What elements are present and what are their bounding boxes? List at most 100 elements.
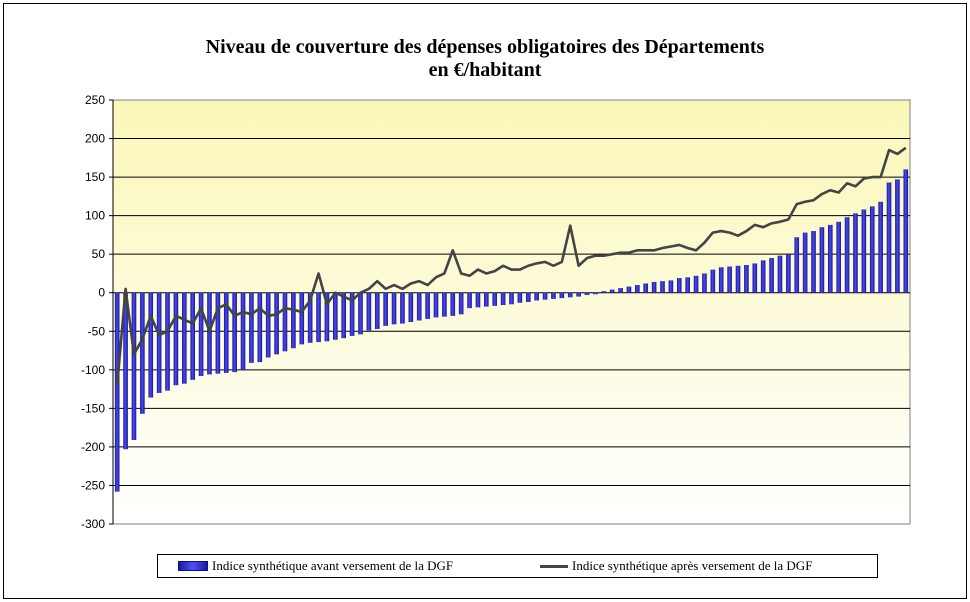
bar bbox=[777, 255, 783, 293]
bar bbox=[257, 292, 263, 363]
legend-label-bars: Indice synthétique avant versement de la… bbox=[212, 558, 454, 573]
bar bbox=[811, 231, 816, 293]
bar bbox=[593, 292, 598, 295]
series-line bbox=[115, 146, 907, 386]
legend: Indice synthétique avant versement de la… bbox=[157, 554, 878, 578]
bar bbox=[442, 292, 447, 317]
bar bbox=[827, 224, 833, 293]
bar bbox=[819, 227, 825, 293]
bar bbox=[676, 278, 682, 293]
y-tick-label: -50 bbox=[88, 324, 106, 338]
bar bbox=[500, 292, 506, 306]
bar bbox=[291, 292, 296, 349]
bar bbox=[727, 266, 732, 293]
bar bbox=[475, 292, 481, 308]
bar bbox=[702, 273, 707, 293]
bar bbox=[509, 292, 514, 305]
bar bbox=[618, 288, 623, 293]
bar bbox=[895, 179, 900, 293]
legend-swatch-bar bbox=[178, 561, 208, 571]
bar bbox=[735, 265, 741, 293]
bar bbox=[693, 275, 699, 293]
y-tick-label: 200 bbox=[85, 132, 105, 146]
bar bbox=[551, 292, 556, 299]
bar bbox=[391, 292, 397, 325]
bar bbox=[173, 292, 179, 386]
bar bbox=[123, 292, 128, 450]
y-tick-label: 0 bbox=[98, 286, 105, 300]
bar bbox=[198, 292, 204, 376]
legend-label-line: Indice synthétique après versement de la… bbox=[572, 558, 813, 573]
bar bbox=[467, 292, 472, 309]
bar bbox=[760, 260, 766, 293]
bar bbox=[316, 292, 321, 343]
bar bbox=[307, 292, 313, 343]
line-series bbox=[115, 146, 907, 386]
bar bbox=[584, 292, 590, 296]
bar bbox=[643, 283, 649, 293]
bar bbox=[609, 289, 615, 293]
bar bbox=[148, 292, 154, 398]
bar bbox=[450, 292, 456, 316]
legend-swatch-line bbox=[540, 564, 568, 568]
bar bbox=[131, 292, 137, 440]
bar bbox=[836, 221, 841, 293]
bar bbox=[559, 292, 565, 299]
bar bbox=[853, 213, 858, 293]
y-axis-ticks: 250 200 150 100 50 0 -50 -100 -150 -200 -250 -300 bbox=[81, 93, 114, 531]
bar bbox=[861, 209, 867, 293]
bar bbox=[374, 292, 380, 329]
bar bbox=[525, 292, 531, 302]
bar bbox=[844, 217, 850, 293]
bar bbox=[567, 292, 573, 298]
bar bbox=[408, 292, 414, 323]
bar bbox=[542, 292, 548, 300]
bar bbox=[433, 292, 439, 318]
y-tick-label: 250 bbox=[85, 93, 105, 107]
y-tick-label: 150 bbox=[85, 170, 105, 184]
bar bbox=[744, 264, 749, 293]
bar bbox=[576, 292, 581, 297]
bar bbox=[358, 292, 363, 335]
y-tick-label: 100 bbox=[85, 209, 105, 223]
bar bbox=[769, 258, 774, 293]
y-tick-label: -300 bbox=[81, 517, 105, 531]
y-tick-label: -250 bbox=[81, 478, 105, 492]
bar bbox=[240, 292, 246, 370]
bar bbox=[458, 292, 464, 315]
bar bbox=[903, 169, 909, 293]
bar bbox=[425, 292, 430, 319]
bar bbox=[635, 285, 640, 293]
gridlines bbox=[113, 138, 910, 486]
bar bbox=[349, 292, 355, 336]
bar bbox=[215, 292, 221, 374]
bar bbox=[718, 267, 724, 293]
bar bbox=[752, 263, 758, 293]
bar bbox=[786, 254, 791, 293]
bar bbox=[886, 182, 892, 293]
bar bbox=[249, 292, 254, 363]
bar bbox=[794, 237, 800, 293]
bar bbox=[534, 292, 539, 301]
bar bbox=[878, 201, 883, 293]
bar bbox=[190, 292, 195, 380]
bar bbox=[165, 292, 170, 391]
bar bbox=[626, 286, 632, 293]
bar bbox=[416, 292, 422, 321]
bar bbox=[156, 292, 162, 393]
bar-series bbox=[114, 169, 909, 492]
y-tick-label: -200 bbox=[81, 440, 105, 454]
legend-item-bars: Indice synthétique avant versement de la… bbox=[178, 558, 453, 574]
bar bbox=[140, 292, 145, 414]
bar bbox=[114, 292, 120, 492]
bar bbox=[299, 292, 305, 345]
legend-item-line: Indice synthétique après versement de la… bbox=[540, 558, 812, 574]
bar bbox=[668, 280, 674, 293]
bar bbox=[869, 206, 875, 293]
bar bbox=[400, 292, 405, 324]
bar bbox=[651, 281, 657, 293]
y-tick-label: 50 bbox=[92, 247, 106, 261]
bar bbox=[710, 269, 716, 293]
bar bbox=[223, 292, 229, 373]
